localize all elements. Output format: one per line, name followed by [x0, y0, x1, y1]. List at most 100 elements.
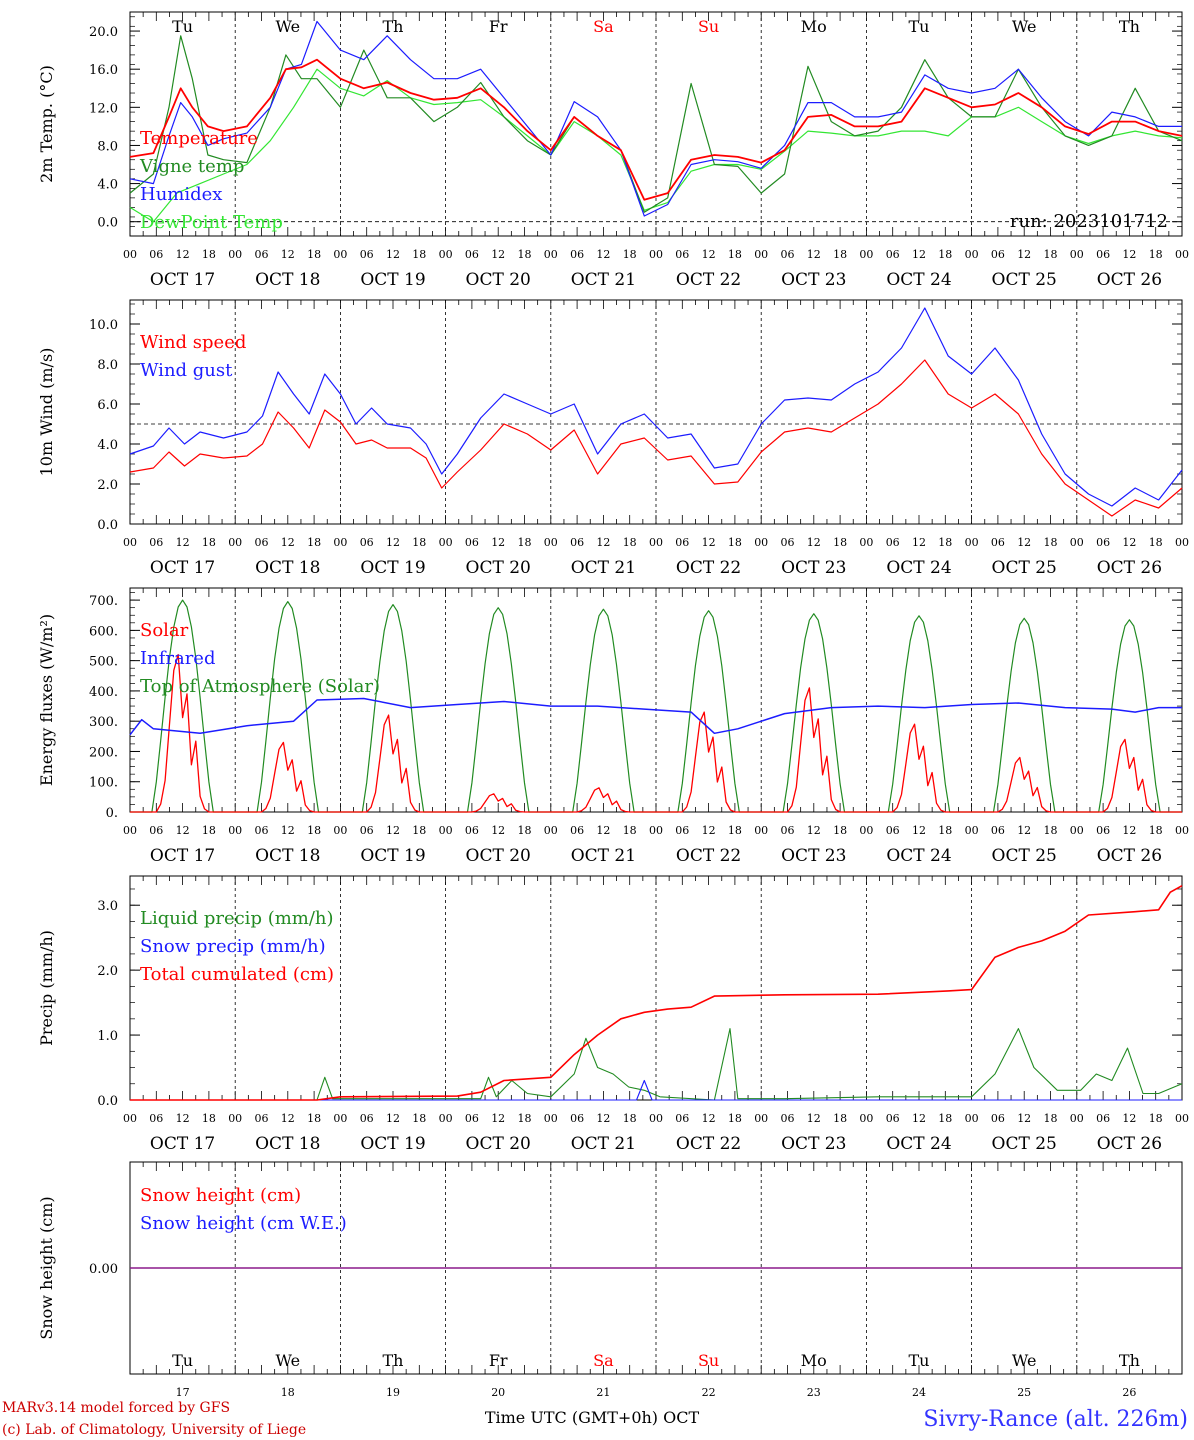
hour-label: 06: [149, 248, 163, 261]
x-axis-label: Time UTC (GMT+0h) OCT: [485, 1408, 700, 1427]
precip-panel: 0.0 1.0 2.0 3.0 Precip (mm/h) 00 06 12 18 OCT 17 0…: [37, 875, 1189, 1154]
y-tick-label: 2.0: [97, 964, 118, 979]
y-tick-label: 500.: [89, 655, 118, 670]
series-infrared: [129, 697, 1182, 736]
hour-label: 06: [465, 536, 479, 549]
hour-label: 00: [965, 1112, 979, 1125]
date-label: OCT 26: [1097, 1134, 1162, 1154]
series-wind-gust: [129, 307, 1183, 507]
hour-label: 12: [596, 1112, 610, 1125]
date-label: OCT 25: [992, 1134, 1057, 1154]
hour-label: 12: [1122, 1112, 1136, 1125]
hour-label: 00: [544, 536, 558, 549]
hour-label: 00: [1070, 1112, 1084, 1125]
temperature-panel: 0.0 4.0 8.0 12.0 16.0 20.0 2m Temp. (°C) 00 06 12…: [37, 11, 1189, 290]
hour-label: 06: [991, 248, 1005, 261]
hour-label: 12: [596, 824, 610, 837]
hour-label: 06: [781, 824, 795, 837]
y-axis-label: 10m Wind (m/s): [37, 348, 56, 477]
hour-label: 18: [1149, 824, 1163, 837]
hour-label: 06: [991, 536, 1005, 549]
hour-label: 12: [176, 248, 190, 261]
hour-label: 12: [702, 536, 716, 549]
hour-label: 18: [412, 1112, 426, 1125]
hour-label: 18: [412, 536, 426, 549]
hour-label: 12: [281, 536, 295, 549]
date-label: OCT 23: [781, 1134, 846, 1154]
hour-label: 18: [728, 248, 742, 261]
hour-label: 12: [281, 824, 295, 837]
y-tick-label: 200.: [89, 745, 118, 760]
hour-label: 18: [202, 536, 216, 549]
hour-label: 12: [912, 536, 926, 549]
y-tick-label: 2.0: [97, 478, 118, 493]
y-tick-label: 700.: [89, 594, 118, 609]
y-tick-label: 300.: [89, 715, 118, 730]
energy-panel: 0. 100. 200. 300. 400. 500. 600. 700. Energy flu…: [37, 587, 1189, 866]
date-label: OCT 22: [676, 558, 741, 578]
legend-entry: Wind speed: [140, 332, 246, 353]
footer: MARv3.14 model forced by GFS (c) Lab. of …: [2, 1400, 1188, 1438]
date-label: OCT 19: [360, 1134, 425, 1154]
hour-label: 06: [886, 536, 900, 549]
hour-label: 00: [754, 536, 768, 549]
hour-label: 00: [544, 1112, 558, 1125]
hour-label: 00: [1070, 536, 1084, 549]
hour-label: 00: [754, 248, 768, 261]
hour-label: 06: [255, 536, 269, 549]
hour-label: 18: [518, 824, 532, 837]
hour-label: 18: [938, 248, 952, 261]
hour-label: 18: [307, 536, 321, 549]
date-label: OCT 17: [150, 558, 215, 578]
y-tick-label: 0.00: [89, 1262, 118, 1277]
weekday-label: Tu: [909, 17, 930, 36]
hour-label: 18: [307, 1112, 321, 1125]
hour-label: 18: [1044, 536, 1058, 549]
hour-label: 06: [886, 1112, 900, 1125]
date-label: OCT 20: [466, 1134, 531, 1154]
hour-label: 18: [833, 1112, 847, 1125]
date-label: OCT 24: [886, 558, 951, 578]
y-tick-label: 3.0: [97, 899, 118, 914]
weekday-label: We: [275, 17, 300, 36]
day-number-label: 17: [176, 1386, 190, 1399]
date-label: OCT 26: [1097, 558, 1162, 578]
hour-label: 12: [386, 536, 400, 549]
y-tick-label: 16.0: [89, 63, 118, 78]
hour-label: 00: [1175, 1112, 1189, 1125]
hour-label: 18: [1149, 248, 1163, 261]
hour-label: 18: [518, 536, 532, 549]
hour-label: 18: [833, 536, 847, 549]
date-label: OCT 23: [781, 846, 846, 866]
hour-label: 06: [1096, 824, 1110, 837]
hour-label: 18: [728, 1112, 742, 1125]
weekday-label: Mo: [801, 1351, 827, 1370]
hour-label: 06: [360, 824, 374, 837]
date-label: OCT 18: [255, 270, 320, 290]
hour-label: 12: [912, 824, 926, 837]
weekday-label: Th: [383, 17, 404, 36]
legend-entry: Snow height (cm W.E.): [140, 1213, 347, 1234]
hour-label: 06: [675, 536, 689, 549]
date-label: OCT 17: [150, 1134, 215, 1154]
date-label: OCT 22: [676, 846, 741, 866]
hour-label: 12: [1122, 824, 1136, 837]
legend-entry: Infrared: [140, 648, 215, 669]
weekday-label: Fr: [489, 1351, 508, 1370]
y-tick-label: 0.0: [97, 1094, 118, 1109]
date-label: OCT 23: [781, 558, 846, 578]
hour-label: 12: [1017, 1112, 1031, 1125]
hour-label: 18: [938, 1112, 952, 1125]
hour-label: 18: [412, 248, 426, 261]
hour-label: 00: [965, 536, 979, 549]
hour-label: 00: [439, 536, 453, 549]
hour-label: 12: [281, 248, 295, 261]
hour-label: 18: [938, 536, 952, 549]
hour-label: 12: [491, 248, 505, 261]
y-tick-label: 400.: [89, 685, 118, 700]
hour-label: 18: [623, 248, 637, 261]
hour-label: 12: [1017, 248, 1031, 261]
date-label: OCT 21: [571, 270, 636, 290]
hour-label: 18: [1149, 536, 1163, 549]
hour-label: 12: [702, 1112, 716, 1125]
